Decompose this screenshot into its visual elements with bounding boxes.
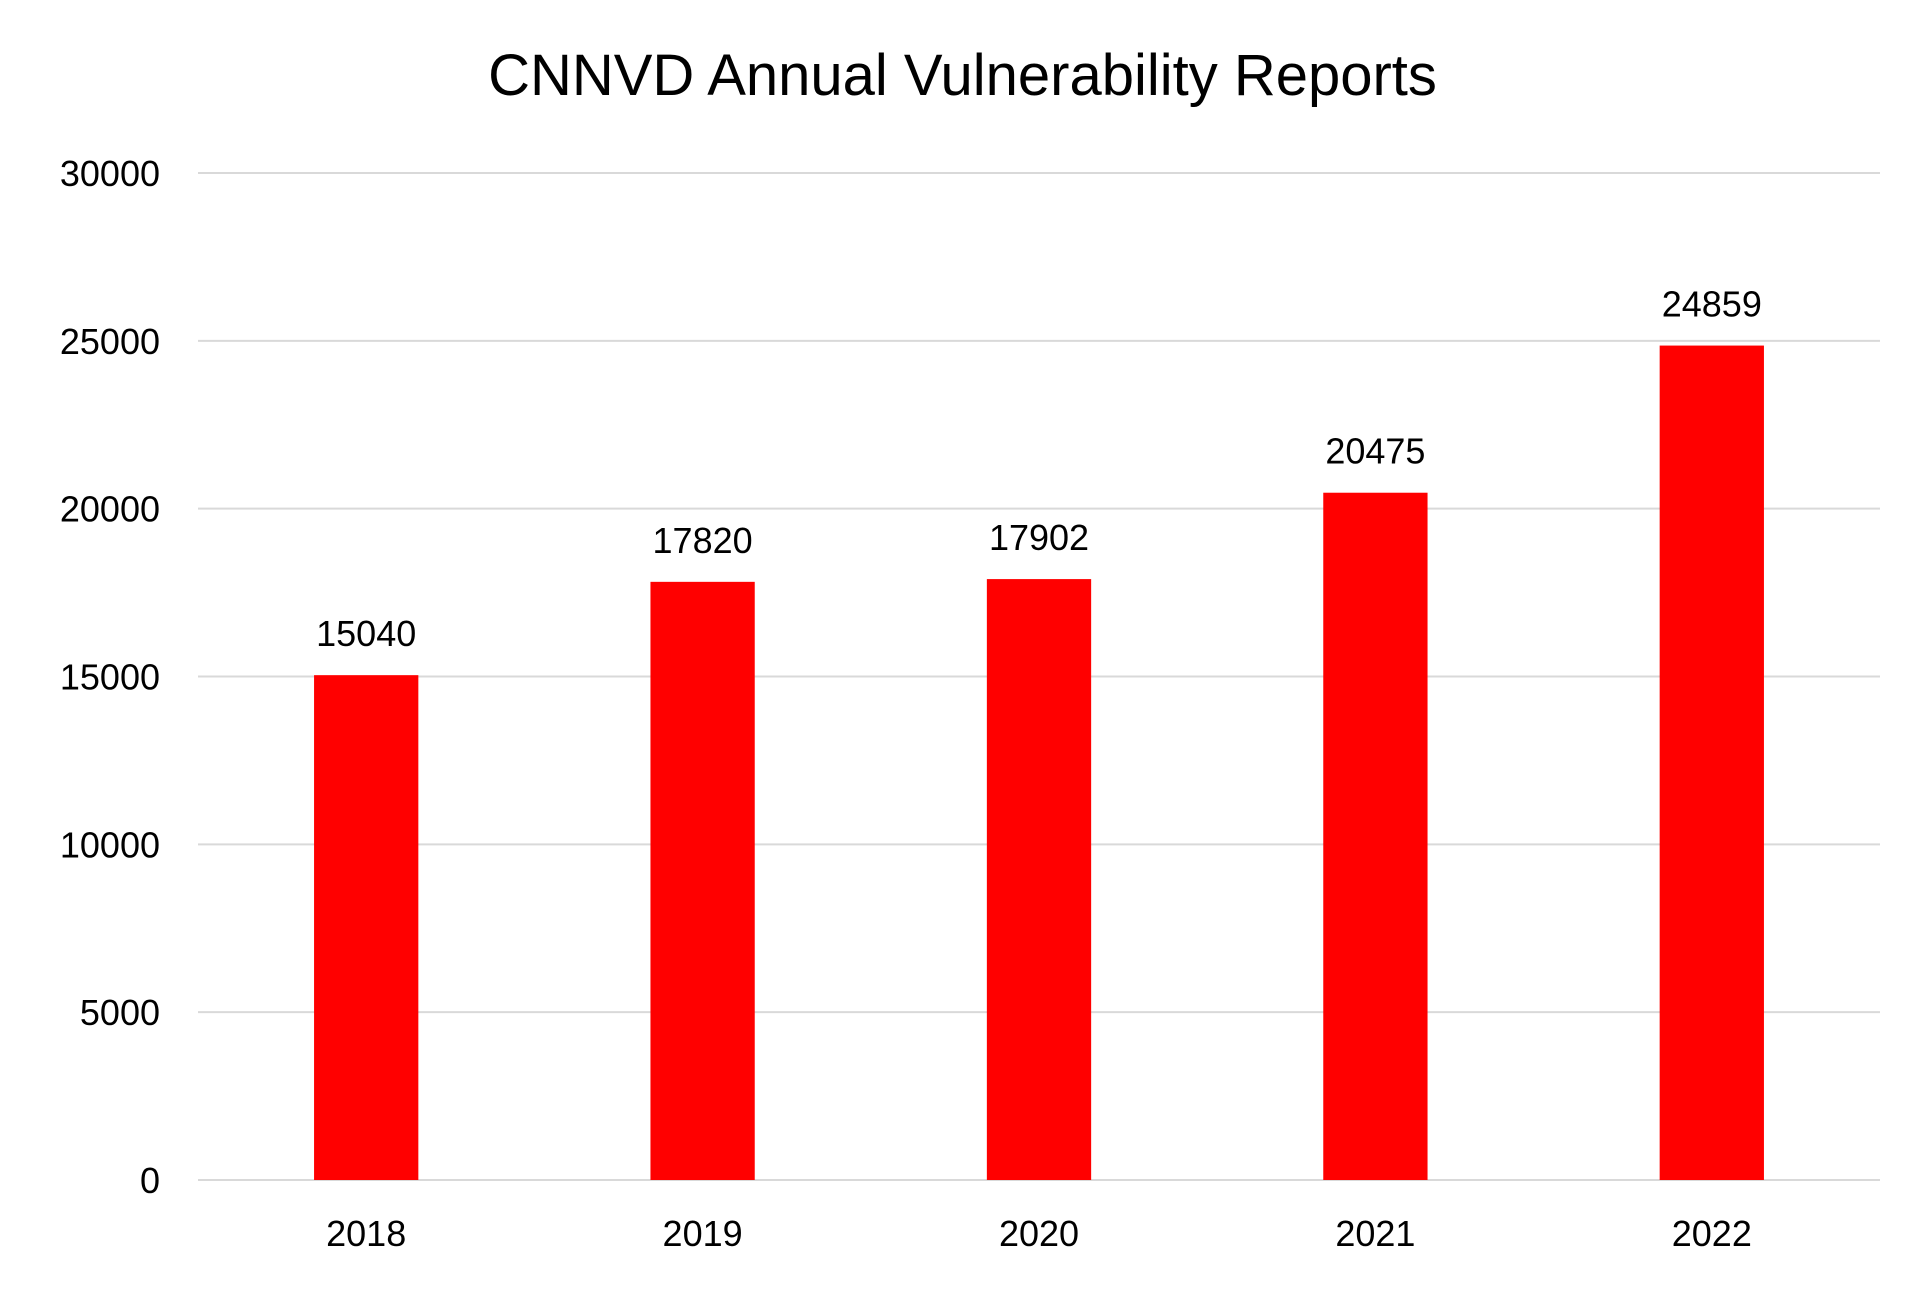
bar-2020 bbox=[986, 579, 1092, 1180]
bar-2021 bbox=[1323, 492, 1428, 1180]
x-tick-label-2020: 2020 bbox=[999, 1213, 1079, 1254]
y-tick-label: 25000 bbox=[60, 321, 160, 362]
x-tick-label-2019: 2019 bbox=[663, 1213, 743, 1254]
bar-2019 bbox=[650, 581, 755, 1180]
y-tick-label: 5000 bbox=[80, 992, 160, 1033]
data-label-2020: 17902 bbox=[989, 517, 1089, 558]
y-axis-tick-labels: 0 5000 10000 15000 20000 25000 30000 bbox=[60, 153, 160, 1201]
chart-title: CNNVD Annual Vulnerability Reports bbox=[488, 43, 1437, 108]
x-axis-tick-labels: 2018 2019 2020 2021 2022 bbox=[326, 1213, 1752, 1254]
x-tick-label-2022: 2022 bbox=[1672, 1213, 1752, 1254]
y-tick-label: 30000 bbox=[60, 153, 160, 194]
data-labels: 15040 17820 17902 20475 24859 bbox=[316, 284, 1762, 655]
bar-2018 bbox=[314, 675, 419, 1180]
data-label-2022: 24859 bbox=[1662, 284, 1762, 325]
data-label-2018: 15040 bbox=[316, 613, 416, 654]
data-label-2019: 17820 bbox=[653, 520, 753, 561]
y-tick-label: 0 bbox=[140, 1160, 160, 1201]
data-label-2021: 20475 bbox=[1325, 431, 1425, 472]
bar-2022 bbox=[1659, 345, 1764, 1180]
x-tick-label-2018: 2018 bbox=[326, 1213, 406, 1254]
bars bbox=[314, 345, 1764, 1180]
y-tick-label: 10000 bbox=[60, 824, 160, 865]
x-tick-label-2021: 2021 bbox=[1335, 1213, 1415, 1254]
y-tick-label: 20000 bbox=[60, 489, 160, 530]
y-tick-label: 15000 bbox=[60, 657, 160, 698]
